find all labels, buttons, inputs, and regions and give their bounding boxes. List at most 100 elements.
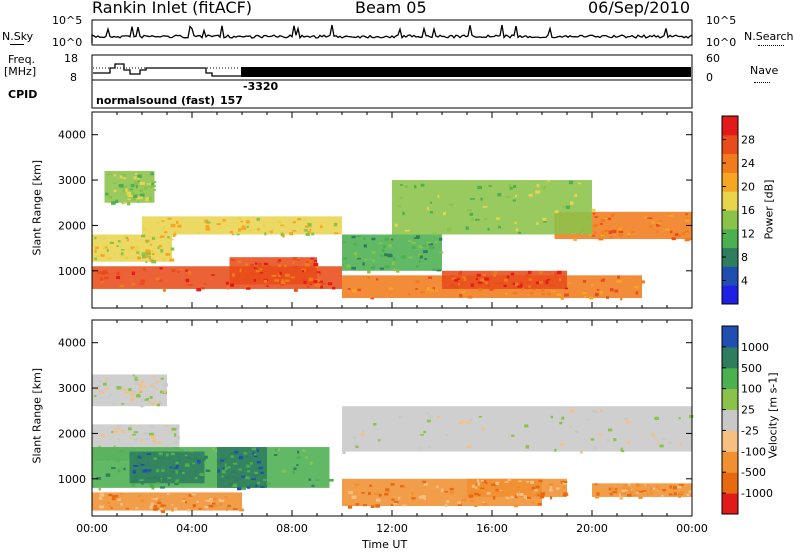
heat-speckle (97, 271, 103, 275)
heat-speckle (272, 282, 278, 285)
heat-speckle (155, 388, 158, 391)
heat-speckle (241, 475, 246, 478)
heat-speckle (101, 271, 106, 275)
heat-speckle (514, 221, 517, 225)
heat-speckle (263, 262, 269, 266)
heat-speckle (563, 485, 566, 489)
heat-speckle (153, 505, 157, 508)
colorbar-tick-label: 20 (741, 181, 755, 194)
heat-speckle (574, 430, 579, 433)
beam-title: Beam 05 (355, 0, 427, 17)
heat-speckle (131, 390, 137, 393)
heat-speckle (491, 288, 496, 291)
heat-speckle (427, 419, 431, 423)
nsky-panel (91, 19, 693, 46)
heat-speckle (154, 507, 159, 510)
heat-speckle (197, 231, 201, 234)
heat-speckle (243, 278, 249, 281)
heat-speckle (157, 478, 162, 482)
heat-speckle (134, 475, 139, 478)
heat-speckle (514, 282, 519, 286)
heat-speckle (550, 496, 553, 500)
heat-speckle (148, 383, 154, 386)
heat-speckle (244, 274, 248, 276)
heat-speckle (363, 244, 367, 248)
heat-speckle (474, 505, 478, 508)
heat-speckle (140, 439, 144, 442)
heat-speckle (247, 470, 251, 473)
heat-speckle (617, 227, 622, 231)
heat-speckle (394, 223, 398, 227)
heat-speckle (149, 432, 154, 436)
heat-speckle (276, 261, 280, 264)
heat-speckle (138, 389, 144, 392)
heat-speckle (476, 273, 481, 277)
heat-speckle (672, 486, 678, 490)
heat-speckle (461, 276, 466, 279)
heat-speckle (404, 185, 408, 188)
y-tick-label: 4000 (58, 129, 86, 142)
heat-speckle (167, 236, 170, 239)
heat-speckle (173, 433, 177, 437)
heat-speckle (161, 478, 167, 482)
heat-speckle (139, 189, 143, 192)
heat-speckle (638, 496, 643, 499)
heat-speckle (646, 484, 650, 487)
heat-speckle (618, 233, 623, 237)
heat-speckle (618, 230, 624, 234)
heat-speckle (542, 217, 547, 221)
heat-speckle (635, 488, 639, 492)
heat-speckle (418, 245, 423, 249)
heat-speckle (116, 245, 119, 248)
heat-speckle (108, 504, 112, 508)
heat-speckle (120, 493, 123, 496)
heat-speckle (92, 435, 95, 438)
heat-speckle (230, 455, 234, 458)
heat-speckle (137, 392, 140, 395)
heat-speckle (613, 438, 617, 442)
heat-speckle (270, 230, 273, 234)
heat-speckle (610, 487, 615, 491)
heat-speckle (149, 395, 153, 399)
heat-speckle (660, 437, 666, 441)
heat-speckle (456, 278, 460, 280)
heat-speckle (557, 270, 562, 275)
heat-speckle (357, 288, 361, 292)
heat-speckle (371, 237, 376, 241)
heat-speckle (503, 284, 507, 287)
heat-speckle (457, 503, 463, 506)
heat-speckle (233, 462, 238, 465)
heat-speckle (160, 249, 164, 253)
heat-speckle (432, 268, 437, 271)
heat-speckle (627, 493, 632, 497)
heat-speckle (94, 236, 97, 240)
heat-speckle (256, 460, 262, 464)
heat-speckle (422, 245, 427, 247)
heat-speckle (120, 249, 125, 251)
heat-speckle (297, 450, 300, 454)
heat-speckle (400, 485, 405, 488)
heat-speckle (158, 401, 163, 405)
heat-speckle (536, 184, 540, 188)
heat-speckle (654, 416, 659, 420)
heat-speckle (531, 486, 536, 490)
heat-speckle (130, 480, 135, 484)
heat-speckle (610, 213, 615, 217)
heat-speckle (225, 477, 229, 479)
heat-speckle (591, 208, 596, 212)
heat-speckle (109, 241, 114, 245)
heat-speckle (145, 397, 149, 401)
heat-speckle (160, 391, 163, 393)
heat-speckle (305, 456, 309, 459)
heat-speckle (103, 245, 107, 247)
heat-speckle (140, 463, 145, 466)
heat-speckle (185, 501, 188, 504)
heat-speckle (311, 484, 315, 487)
heat-speckle (96, 384, 102, 388)
heat-speckle (239, 268, 242, 273)
heat-speckle (331, 286, 336, 290)
heat-speckle (147, 183, 152, 185)
heat-speckle (169, 431, 173, 434)
heat-speckle (669, 485, 672, 489)
heat-speckle (185, 269, 188, 272)
